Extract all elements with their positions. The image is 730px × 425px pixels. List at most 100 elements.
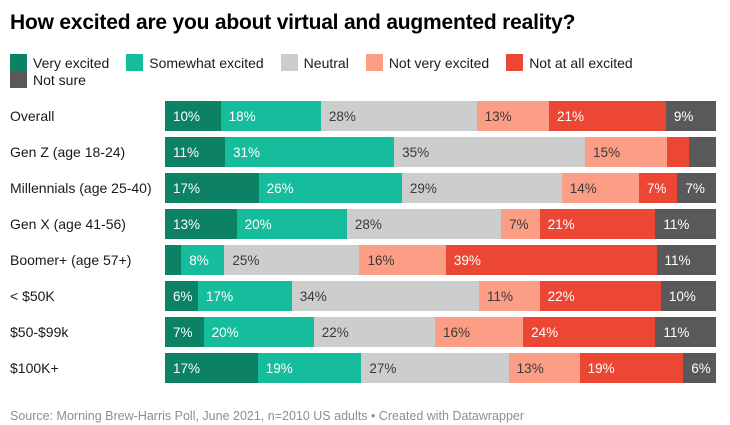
- segment-value-label: 17%: [173, 360, 201, 376]
- segment-value-label: 20%: [211, 324, 239, 340]
- bar-segment: 28%: [346, 209, 502, 240]
- bar-segment: 22%: [539, 281, 661, 312]
- bar-segment: 22%: [313, 317, 435, 348]
- bar-segment: 17%: [198, 281, 292, 312]
- legend-label: Not sure: [33, 71, 86, 88]
- row-label: $50-$99k: [10, 324, 69, 341]
- bar-segment: 25%: [224, 245, 360, 276]
- legend-label: Not very excited: [388, 54, 490, 71]
- chart-row: $100K+ 17% 19% 27% 13% 19% 6%: [10, 353, 716, 384]
- bar-segment: 39%: [445, 245, 657, 276]
- segment-value-label: 16%: [442, 324, 470, 340]
- segment-value-label: 8%: [189, 252, 209, 268]
- chart-title: How excited are you about virtual and au…: [10, 11, 576, 34]
- row-label: Gen X (age 41-56): [10, 216, 126, 233]
- chart-row: Gen X (age 41-56) 13% 20% 28% 7% 21% 11%: [10, 209, 716, 240]
- segment-value-label: 16%: [367, 252, 395, 268]
- bar-segment: [688, 137, 716, 168]
- bar-segment: 16%: [434, 317, 524, 348]
- row-label: < $50K: [10, 288, 55, 305]
- segment-value-label: 17%: [206, 288, 234, 304]
- stacked-bar: 11% 31% 35% 15%: [165, 137, 716, 168]
- stacked-bar: 13% 20% 28% 7% 21% 11%: [165, 209, 716, 240]
- bar-segment: [666, 137, 689, 168]
- bar-segment: 21%: [549, 101, 666, 132]
- segment-value-label: 11%: [173, 144, 200, 160]
- bar-segment: 20%: [236, 209, 347, 240]
- stacked-bar: 17% 26% 29% 14% 7% 7%: [165, 173, 716, 204]
- segment-value-label: 17%: [173, 180, 201, 196]
- segment-value-label: 25%: [232, 252, 260, 268]
- row-label: Gen Z (age 18-24): [10, 144, 126, 161]
- legend-label: Very excited: [33, 54, 110, 71]
- bar-segment: 8%: [181, 245, 225, 276]
- legend-swatch-icon: [126, 54, 144, 72]
- segment-value-label: 15%: [593, 144, 621, 160]
- segment-value-label: 18%: [228, 108, 256, 124]
- segment-value-label: 6%: [691, 360, 711, 376]
- bar-segment: 13%: [476, 101, 549, 132]
- chart-row: Boomer+ (age 57+) 8% 25% 16% 39% 11%: [10, 245, 716, 276]
- bar-segment: 19%: [257, 353, 362, 384]
- segment-value-label: 10%: [668, 288, 696, 304]
- legend-label: Neutral: [303, 54, 349, 71]
- row-label: $100K+: [10, 360, 59, 377]
- bar-segment: 11%: [655, 317, 716, 348]
- bar-segment: 34%: [291, 281, 480, 312]
- segment-value-label: 7%: [173, 324, 193, 340]
- bar-segment: 29%: [401, 173, 562, 204]
- row-label: Boomer+ (age 57+): [10, 252, 132, 269]
- segment-value-label: 34%: [299, 288, 327, 304]
- bar-segment: 11%: [655, 209, 716, 240]
- segment-value-label: 21%: [547, 216, 575, 232]
- segment-value-label: 7%: [509, 216, 529, 232]
- bar-segment: 31%: [225, 137, 395, 168]
- legend-swatch-icon: [506, 54, 524, 72]
- segment-value-label: 11%: [663, 324, 690, 340]
- bar-segment: 28%: [320, 101, 477, 132]
- segment-value-label: 22%: [547, 288, 575, 304]
- segment-value-label: 26%: [266, 180, 294, 196]
- segment-value-label: 21%: [557, 108, 585, 124]
- bar-segment: 17%: [165, 353, 258, 384]
- bar-segment: 17%: [165, 173, 259, 204]
- legend-item: Not very excited: [365, 54, 490, 72]
- segment-value-label: 13%: [484, 108, 512, 124]
- segment-value-label: 28%: [328, 108, 356, 124]
- segment-value-label: 13%: [516, 360, 544, 376]
- segment-value-label: 14%: [569, 180, 597, 196]
- chart-row: < $50K 6% 17% 34% 11% 22% 10%: [10, 281, 716, 312]
- bar-segment: 14%: [561, 173, 639, 204]
- segment-value-label: 22%: [321, 324, 349, 340]
- segment-value-label: 27%: [369, 360, 397, 376]
- segment-value-label: 11%: [664, 252, 691, 268]
- row-label: Overall: [10, 108, 55, 125]
- bar-segment: 26%: [258, 173, 402, 204]
- chart-row: $50-$99k 7% 20% 22% 16% 24% 11%: [10, 317, 716, 348]
- segment-value-label: 6%: [173, 288, 193, 304]
- chart-row: Overall 10% 18% 28% 13% 21% 9%: [10, 101, 716, 132]
- stacked-bar: 8% 25% 16% 39% 11%: [165, 245, 716, 276]
- bar-segment: 10%: [165, 101, 221, 132]
- stacked-bar: 6% 17% 34% 11% 22% 10%: [165, 281, 716, 312]
- chart-row: Millennials (age 25-40) 17% 26% 29% 14% 7% 7%: [10, 173, 716, 204]
- bar-segment: 20%: [203, 317, 314, 348]
- bar-segment: [165, 245, 182, 276]
- segment-value-label: 24%: [531, 324, 559, 340]
- legend-item: Neutral: [280, 54, 349, 72]
- bar-segment: 10%: [660, 281, 716, 312]
- stacked-bar: 17% 19% 27% 13% 19% 6%: [165, 353, 716, 384]
- legend-item: Not sure: [10, 71, 86, 89]
- bar-segment: 24%: [523, 317, 656, 348]
- bar-segment: 7%: [677, 173, 716, 204]
- bar-segment: 35%: [394, 137, 586, 168]
- legend-label: Somewhat excited: [149, 54, 264, 71]
- bar-segment: 27%: [361, 353, 509, 384]
- bar-segment: 13%: [165, 209, 237, 240]
- bar-segment: 7%: [638, 173, 678, 204]
- legend-item: Not at all excited: [506, 54, 633, 72]
- segment-value-label: 11%: [663, 216, 690, 232]
- legend-swatch-icon: [280, 54, 298, 72]
- legend-label: Not at all excited: [529, 54, 633, 71]
